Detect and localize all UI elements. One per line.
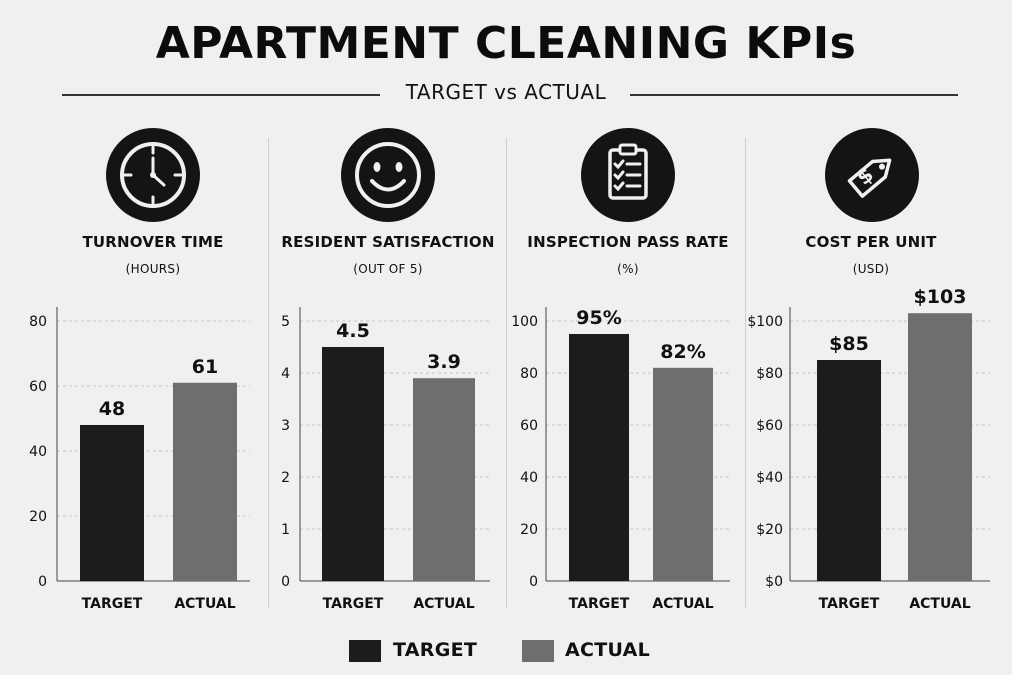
data-label-2-target: 4.5	[336, 320, 370, 342]
smiley-icon	[341, 128, 435, 222]
data-label-3-actual: 82%	[660, 341, 705, 363]
panel-divider-3	[745, 138, 746, 608]
category-label-1-target: TARGET	[82, 596, 143, 612]
category-label-3-target: TARGET	[569, 596, 630, 612]
y-tick-label-1-0: 0	[38, 574, 47, 590]
y-tick-label-2-0: 0	[281, 574, 290, 590]
panel-label-inspection: INSPECTION PASS RATE	[527, 233, 729, 251]
category-label-2-target: TARGET	[323, 596, 384, 612]
bar-4-actual	[908, 313, 972, 581]
y-tick-label-1-1: 20	[29, 509, 47, 525]
legend-swatch-target	[349, 640, 381, 662]
y-tick-label-4-4: $80	[756, 366, 783, 382]
y-tick-label-4-1: $20	[756, 522, 783, 538]
y-tick-label-4-5: $100	[747, 314, 783, 330]
panel-label-satisfaction: RESIDENT SATISFACTION	[281, 233, 495, 251]
data-label-3-target: 95%	[576, 307, 621, 329]
bar-3-target	[569, 334, 629, 581]
y-tick-label-2-1: 1	[281, 522, 290, 538]
page-subtitle: TARGET vs ACTUAL	[405, 80, 607, 104]
bar-3-actual	[653, 367, 713, 581]
legend: TARGET ACTUAL	[0, 636, 1012, 666]
y-tick-label-1-4: 80	[29, 314, 47, 330]
bar-4-target	[817, 360, 881, 581]
panel-unit-cost: (USD)	[852, 262, 890, 276]
data-label-4-target: $85	[829, 333, 869, 355]
y-tick-label-4-0: $0	[765, 574, 783, 590]
y-tick-label-2-3: 3	[281, 418, 290, 434]
data-label-4-actual: $103	[914, 286, 967, 308]
clock-icon	[106, 128, 200, 222]
data-label-1-actual: 61	[192, 356, 218, 378]
y-tick-label-1-2: 40	[29, 444, 47, 460]
y-tick-label-4-2: $40	[756, 470, 783, 486]
panel-divider-2	[506, 138, 507, 608]
y-tick-label-3-2: 40	[520, 470, 538, 486]
y-tick-label-3-5: 100	[511, 314, 538, 330]
legend-label-actual: ACTUAL	[565, 639, 651, 661]
legend-swatch-actual	[522, 640, 554, 662]
y-tick-label-4-3: $60	[756, 418, 783, 434]
y-tick-label-3-3: 60	[520, 418, 538, 434]
bar-1-target	[80, 425, 144, 581]
price-tag-icon: $	[825, 128, 919, 222]
subtitle-row: TARGET vs ACTUAL	[0, 80, 1012, 108]
y-tick-label-3-0: 0	[529, 574, 538, 590]
y-tick-label-2-2: 2	[281, 470, 290, 486]
data-label-1-target: 48	[99, 398, 125, 420]
bar-2-target	[322, 347, 384, 581]
category-label-3-actual: ACTUAL	[652, 596, 713, 612]
category-label-2-actual: ACTUAL	[413, 596, 474, 612]
panel-divider-1	[268, 138, 269, 608]
category-label-4-actual: ACTUAL	[909, 596, 970, 612]
y-tick-label-2-4: 4	[281, 366, 290, 382]
category-label-1-actual: ACTUAL	[174, 596, 235, 612]
subtitle-rule-left	[62, 94, 380, 96]
bar-1-actual	[173, 382, 237, 581]
panel-label-turnover: TURNOVER TIME	[82, 233, 224, 251]
subtitle-rule-right	[630, 94, 958, 96]
y-tick-label-3-1: 20	[520, 522, 538, 538]
legend-label-target: TARGET	[393, 639, 478, 661]
page-title: APARTMENT CLEANING KPIs	[155, 18, 857, 69]
y-tick-label-2-5: 5	[281, 314, 290, 330]
data-label-2-actual: 3.9	[427, 351, 461, 373]
category-label-4-target: TARGET	[819, 596, 880, 612]
panel-unit-inspection: (%)	[617, 262, 639, 276]
panel-label-cost: COST PER UNIT	[805, 233, 937, 251]
panel-unit-turnover: (HOURS)	[125, 262, 181, 276]
y-tick-label-3-4: 80	[520, 366, 538, 382]
panel-unit-satisfaction: (OUT OF 5)	[353, 262, 423, 276]
clipboard-checklist-icon	[581, 128, 675, 222]
bar-2-actual	[413, 378, 475, 581]
y-tick-label-1-3: 60	[29, 379, 47, 395]
